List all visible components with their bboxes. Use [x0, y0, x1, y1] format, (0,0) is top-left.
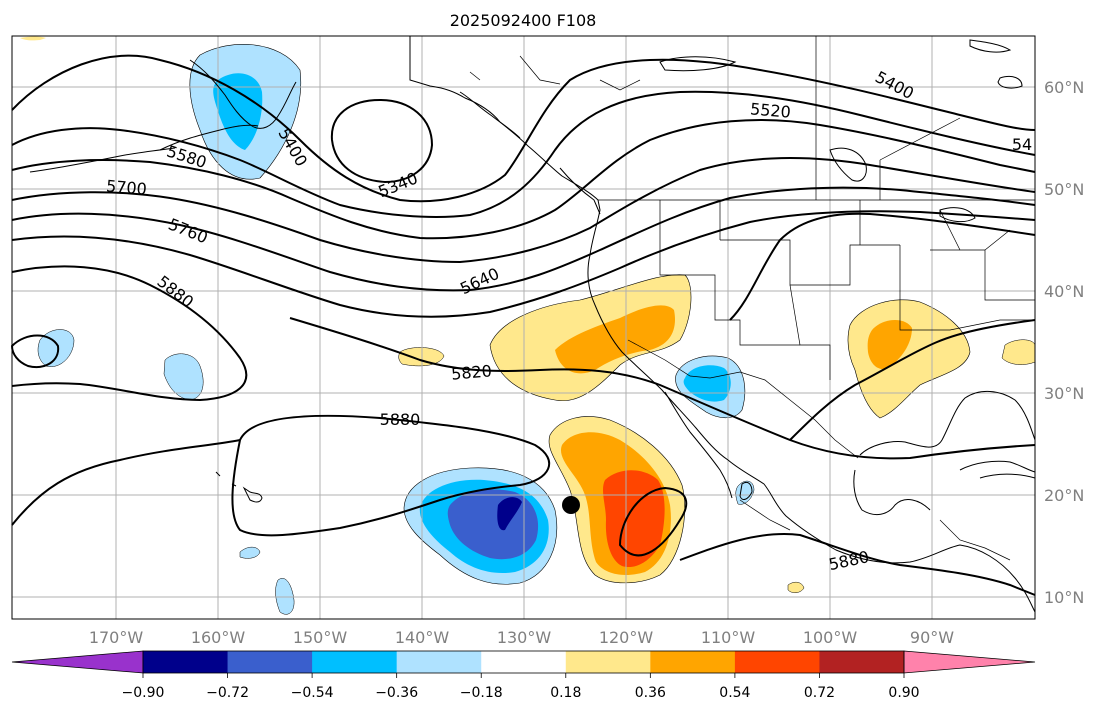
contour-label: 54 — [1012, 135, 1032, 154]
negative-anomaly-patch-west — [37, 329, 75, 367]
colorbar-bin — [312, 651, 398, 673]
storm-center-marker — [562, 496, 580, 514]
colorbar-bin — [565, 651, 651, 673]
contour-label: 5520 — [749, 99, 791, 121]
negative-anomaly-patch-mid — [163, 353, 204, 401]
colorbar-tick-label: −0.36 — [375, 685, 418, 701]
lon-label: 90°W — [910, 628, 954, 647]
colorbar-tick-label: 0.18 — [550, 685, 581, 701]
lon-label: 170°W — [89, 628, 144, 647]
map-frame — [11, 35, 1036, 620]
map-panel: 5400 5340 5520 5400 5580 5700 5760 5880 … — [10, 35, 1036, 620]
graticule — [12, 36, 1035, 619]
colorbar-tick-label: 0.36 — [635, 685, 666, 701]
lon-label: 100°W — [803, 628, 858, 647]
colorbar-bin — [396, 651, 482, 673]
colorbar-bin — [650, 651, 736, 673]
colorbar-tick-label: −0.72 — [206, 685, 249, 701]
colorbar-tick-label: 0.72 — [804, 685, 835, 701]
lon-label: 160°W — [191, 628, 246, 647]
lon-label: 140°W — [395, 628, 450, 647]
colorbar-tick-label: −0.90 — [122, 685, 165, 701]
political-borders — [409, 36, 1035, 561]
anomaly-shading — [20, 36, 1036, 615]
colorbar-tick-label: 0.54 — [719, 685, 750, 701]
colorbar-bin — [819, 651, 905, 673]
lat-label: 60°N — [1044, 78, 1084, 97]
colorbar-bin — [481, 651, 567, 673]
colorbar: −0.90 −0.72 −0.54 −0.36 −0.18 0.18 0.36 0.54 0.7… — [11, 650, 1036, 701]
colorbar-tick-label: 0.90 — [888, 685, 919, 701]
colorbar-bin — [227, 651, 313, 673]
height-contours — [10, 54, 1036, 596]
colorbar-extend-high — [903, 650, 1036, 674]
colorbar-frame — [142, 650, 905, 674]
colorbar-bin — [734, 651, 820, 673]
contour-label: 5700 — [105, 176, 147, 198]
lat-label: 10°N — [1044, 588, 1084, 607]
coastlines — [29, 36, 1036, 613]
longitude-labels: 170°W 160°W 150°W 140°W 130°W 120°W 110°… — [89, 628, 954, 647]
lon-label: 120°W — [599, 628, 654, 647]
colorbar-tick-label: −0.54 — [291, 685, 334, 701]
lon-label: 130°W — [497, 628, 552, 647]
lat-label: 30°N — [1044, 384, 1084, 403]
colorbar-tick-label: −0.18 — [460, 685, 503, 701]
colorbar-bin — [143, 651, 229, 673]
lon-label: 150°W — [293, 628, 348, 647]
lon-label: 110°W — [701, 628, 756, 647]
lat-label: 20°N — [1044, 486, 1084, 505]
colorbar-extend-low — [11, 650, 144, 674]
contour-label: 5880 — [380, 410, 421, 429]
contour-label: 5820 — [450, 361, 492, 383]
lat-label: 40°N — [1044, 282, 1084, 301]
latitude-labels: 60°N 50°N 40°N 30°N 20°N 10°N — [1044, 78, 1084, 607]
figure-title: 2025092400 F108 — [450, 11, 597, 30]
lat-label: 50°N — [1044, 180, 1084, 199]
